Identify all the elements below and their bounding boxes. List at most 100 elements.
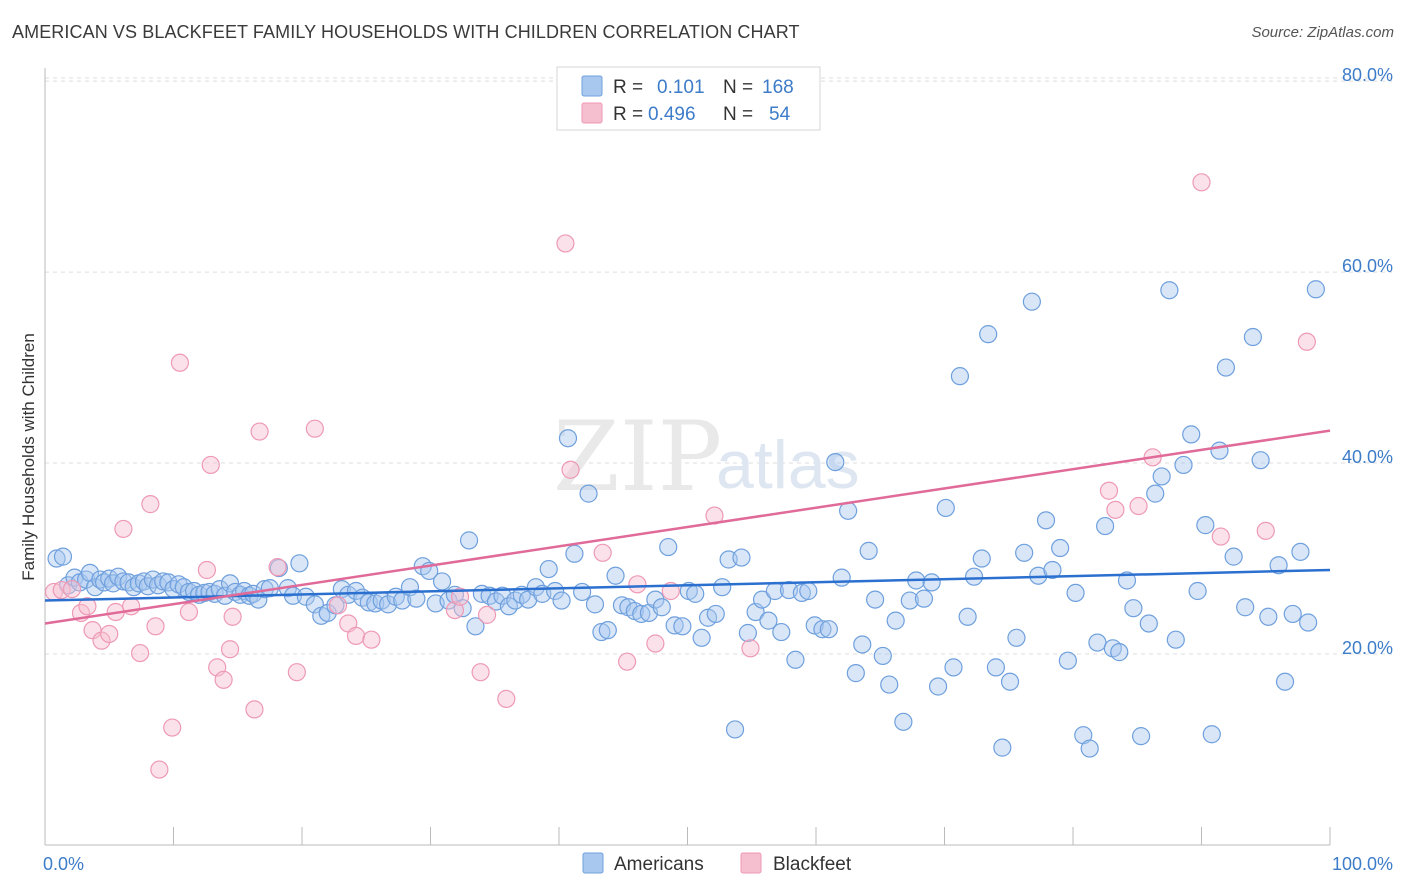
americans-point xyxy=(1243,327,1263,347)
americans-point xyxy=(1110,643,1129,662)
blackfeet-point xyxy=(146,617,165,636)
bottom-legend-swatch-blackfeet xyxy=(740,852,762,874)
y-tick-labels: 20.0% 40.0% 60.0% 80.0% xyxy=(1342,65,1393,658)
americans-point xyxy=(579,484,598,503)
americans-point xyxy=(859,541,878,560)
x-tick-labels: 0.0% 100.0% xyxy=(43,854,1393,874)
americans-point xyxy=(900,591,919,610)
blackfeet-point xyxy=(197,560,217,580)
americans-point xyxy=(752,590,772,609)
americans-point xyxy=(1166,630,1185,649)
blackfeet-point xyxy=(1211,527,1230,546)
americans-point xyxy=(725,720,745,739)
americans-point xyxy=(1188,581,1207,601)
americans-point xyxy=(1174,455,1193,475)
americans-point xyxy=(738,623,757,643)
americans-point xyxy=(958,607,977,626)
legend-r-value-americans: 0.101 xyxy=(657,77,705,98)
americans-point xyxy=(1202,725,1221,744)
americans-point xyxy=(539,559,558,579)
americans-point xyxy=(459,531,479,550)
blackfeet-point xyxy=(214,670,233,689)
legend-n-label-americans: N = xyxy=(723,77,753,98)
americans-point xyxy=(1160,281,1179,300)
blackfeet-point xyxy=(1192,173,1211,192)
americans-point xyxy=(772,622,791,642)
americans-point xyxy=(558,429,578,448)
americans-point xyxy=(759,611,778,630)
americans-point xyxy=(466,617,485,636)
americans-point xyxy=(686,584,705,603)
blackfeet-point xyxy=(179,602,199,622)
americans-point xyxy=(47,549,66,568)
watermark: ZIP atlas xyxy=(553,401,860,513)
americans-point xyxy=(652,598,671,617)
blackfeet-point xyxy=(1297,332,1316,351)
americans-point xyxy=(53,547,73,566)
grid-lines xyxy=(45,77,1392,655)
blackfeet-point xyxy=(561,460,580,479)
blackfeet-point xyxy=(646,634,665,653)
americans-point xyxy=(1306,280,1325,299)
bottom-legend-label-blackfeet: Blackfeet xyxy=(773,854,852,875)
americans-point xyxy=(846,664,865,683)
blackfeet-point xyxy=(130,643,150,663)
y-tick-label: 60.0% xyxy=(1342,256,1393,276)
source-credit: Source: ZipAtlas.com xyxy=(1251,24,1394,41)
americans-point xyxy=(573,582,592,602)
americans-point xyxy=(526,578,545,597)
series-legend: Americans Blackfeet xyxy=(582,852,852,875)
americans-point xyxy=(1283,604,1302,624)
americans-point xyxy=(585,595,605,614)
americans-point xyxy=(1096,516,1115,536)
americans-point xyxy=(1275,672,1295,691)
americans-point xyxy=(799,581,818,601)
americans-point xyxy=(169,575,188,594)
americans-point xyxy=(114,572,133,591)
y-tick-label: 80.0% xyxy=(1342,65,1393,85)
americans-point xyxy=(318,603,337,623)
americans-point xyxy=(866,590,885,609)
x-tick-label: 100.0% xyxy=(1332,854,1393,874)
blackfeet-points xyxy=(44,173,1316,779)
americans-point xyxy=(922,573,941,592)
blackfeet-point xyxy=(362,630,381,649)
americans-point xyxy=(1036,511,1056,530)
americans-point xyxy=(792,583,811,603)
americans-point xyxy=(1015,543,1034,562)
americans-point xyxy=(598,621,617,640)
americans-point xyxy=(813,620,832,639)
axes xyxy=(44,68,1331,846)
americans-point xyxy=(950,367,970,386)
americans-point xyxy=(1259,607,1278,626)
americans-point xyxy=(1132,727,1151,746)
trend-lines xyxy=(44,429,1331,625)
americans-point xyxy=(1000,672,1020,691)
americans-point xyxy=(592,622,611,642)
americans-point xyxy=(1139,614,1158,633)
americans-point xyxy=(692,628,711,647)
blackfeet-point xyxy=(62,579,82,599)
americans-point xyxy=(1117,571,1137,590)
americans-point xyxy=(269,558,288,578)
americans-point xyxy=(606,566,625,585)
americans-point xyxy=(407,589,426,608)
americans-point xyxy=(936,498,955,518)
blackfeet-point xyxy=(170,353,190,372)
y-axis-title: Family Households with Children xyxy=(19,333,38,581)
americans-point xyxy=(154,572,173,591)
chart-title: AMERICAN VS BLACKFEET FAMILY HOUSEHOLDS … xyxy=(12,22,800,42)
americans-trend-line xyxy=(44,568,1331,602)
blackfeet-point xyxy=(220,640,240,659)
americans-point xyxy=(80,563,100,582)
blackfeet-point xyxy=(328,596,348,615)
bottom-legend-swatch-americans xyxy=(582,852,604,874)
stats-legend: R = 0.101 N = 168 R = 0.496 N = 54 xyxy=(556,66,821,131)
americans-point xyxy=(732,548,751,567)
blackfeet-point xyxy=(287,663,306,682)
americans-point xyxy=(1043,560,1062,580)
blackfeet-point xyxy=(450,587,470,606)
americans-point xyxy=(1236,598,1255,617)
blackfeet-point xyxy=(477,605,497,624)
